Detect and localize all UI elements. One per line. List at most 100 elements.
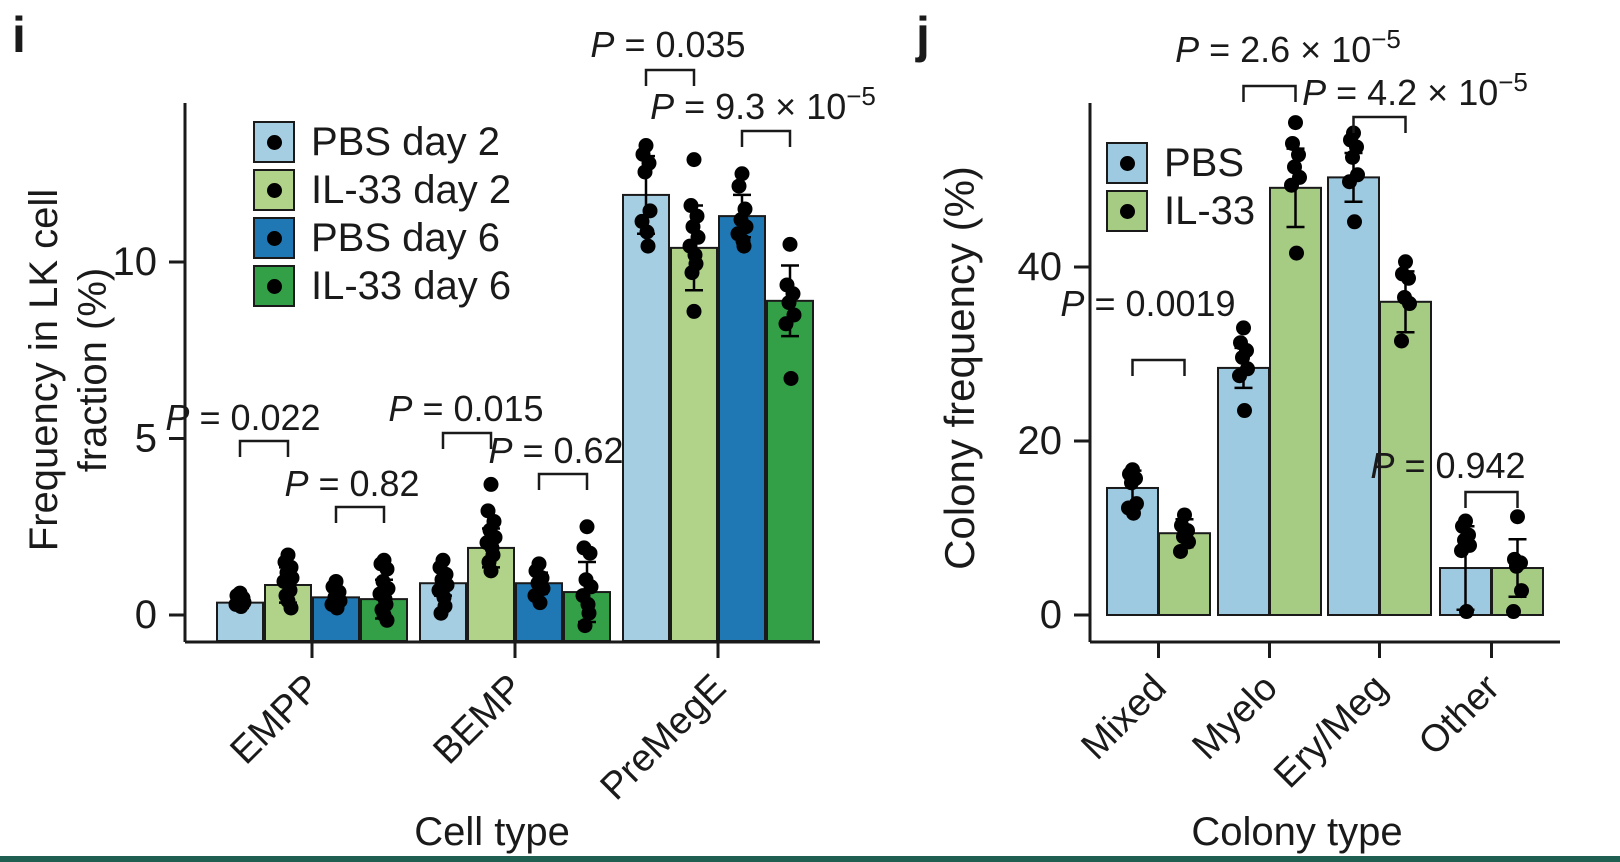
x-tick-label-Other: Other: [1411, 666, 1508, 763]
data-point-Myelo-IL-33: [1285, 135, 1300, 151]
p-value-label-Mixed: P = 0.0019: [1060, 283, 1235, 324]
data-point-Mixed-PBS: [1124, 475, 1139, 491]
legend-swatch-il33-day2: [253, 169, 295, 211]
data-point-PreMegE-IL-33 day 2: [684, 265, 700, 281]
p-value-label-EMPP: P = 0.82: [284, 463, 419, 504]
data-point-BEMP-IL-33 day 2: [483, 563, 499, 579]
data-point-Myelo-PBS: [1235, 349, 1250, 365]
legend-swatch-pbs-day6: [253, 217, 295, 259]
significance-bracket-Mixed: [1131, 358, 1186, 376]
significance-bracket-EMPP: [334, 505, 386, 523]
p-value-label-Ery/Meg: P = 4.2 × 10−5: [1302, 67, 1528, 113]
bar-Ery/Meg-IL-33: [1379, 300, 1432, 616]
significance-bracket-Other: [1464, 490, 1519, 508]
data-point-Other-IL-33: [1506, 604, 1521, 620]
data-point-PreMegE-IL-33 day 2: [686, 303, 702, 319]
x-tick-label-Ery/Meg: Ery/Meg: [1266, 667, 1396, 797]
data-point-PreMegE-IL-33 day 6: [783, 370, 799, 386]
y-axis-title-j: Colony frequency (%): [936, 88, 988, 648]
legend-panel-i: PBS day 2 IL-33 day 2 PBS day 6 IL-33 da…: [253, 118, 511, 310]
y-tick-label-0: 0: [135, 593, 157, 637]
data-point-Ery/Meg-IL-33: [1394, 333, 1409, 349]
legend-dot-icon: [266, 230, 282, 246]
data-point-BEMP-IL-33 day 6: [577, 618, 593, 634]
data-point-BEMP-IL-33 day 6: [579, 519, 595, 535]
significance-bracket-Ery/Meg: [1352, 115, 1407, 133]
data-point-PreMegE-PBS day 2: [639, 224, 655, 240]
y-axis-title-i-line2: fraction (%): [70, 267, 115, 473]
x-tick-label-Myelo: Myelo: [1184, 667, 1285, 768]
data-point-Other-IL-33: [1510, 509, 1525, 525]
data-point-Mixed-IL-33: [1173, 543, 1188, 559]
data-point-BEMP-IL-33 day 2: [483, 476, 499, 492]
data-point-EMPP-PBS day 6: [329, 600, 345, 616]
x-tick-label-BEMP: BEMP: [426, 667, 532, 773]
p-value-label-EMPP: P = 0.022: [165, 397, 320, 438]
data-point-PreMegE-IL-33 day 6: [778, 316, 794, 332]
y-tick-label-0: 0: [1040, 593, 1062, 637]
legend-item-il33-day6: IL-33 day 6: [253, 262, 511, 310]
y-tick-label-5: 5: [135, 417, 157, 461]
legend-label-pbs-day2: PBS day 2: [311, 119, 501, 164]
data-point-PreMegE-PBS day 6: [736, 238, 752, 254]
legend-swatch-pbs: [1106, 142, 1148, 184]
data-point-Ery/Meg-PBS: [1347, 214, 1362, 230]
legend-item-il33-day2: IL-33 day 2: [253, 166, 511, 214]
legend-label-il33-day2: IL-33 day 2: [311, 167, 512, 212]
data-point-PreMegE-PBS day 2: [637, 164, 653, 180]
legend-panel-j: PBS IL-33: [1106, 139, 1255, 235]
legend-dot-icon: [266, 182, 282, 198]
x-axis-title-i: Cell type: [414, 810, 570, 854]
data-point-PreMegE-IL-33 day 6: [782, 236, 798, 252]
significance-bracket-Myelo: [1242, 84, 1297, 102]
legend-dot-icon: [266, 134, 282, 150]
bar-PreMegE-IL-33 day 6: [766, 299, 814, 642]
data-point-Myelo-PBS: [1232, 368, 1247, 384]
p-value-label-PreMegE: P = 0.035: [590, 24, 745, 65]
data-point-PreMegE-PBS day 2: [640, 238, 656, 254]
data-point-Myelo-PBS: [1237, 403, 1252, 419]
bar-PreMegE-PBS day 6: [718, 215, 766, 643]
y-tick-label-40: 40: [1018, 245, 1063, 289]
data-point-Other-PBS: [1454, 543, 1469, 559]
p-value-label-BEMP: P = 0.015: [388, 388, 543, 429]
legend-item-pbs: PBS: [1106, 139, 1255, 187]
significance-bracket-BEMP: [537, 472, 589, 490]
data-point-EMPP-IL-33 day 6: [379, 612, 395, 628]
y-tick-label-10: 10: [113, 240, 158, 284]
data-point-PreMegE-PBS day 2: [642, 203, 658, 219]
significance-bracket-PreMegE: [740, 129, 792, 147]
data-point-PreMegE-IL-33 day 6: [781, 295, 797, 311]
significance-bracket-EMPP: [238, 439, 290, 457]
x-tick-label-Mixed: Mixed: [1073, 667, 1174, 768]
bar-BEMP-IL-33 day 2: [467, 546, 515, 642]
data-point-Ery/Meg-IL-33: [1402, 296, 1417, 312]
data-point-Myelo-PBS: [1236, 320, 1251, 336]
data-point-PreMegE-IL-33 day 2: [686, 152, 702, 168]
data-point-PreMegE-PBS day 6: [731, 178, 747, 194]
legend-item-pbs-day2: PBS day 2: [253, 118, 511, 166]
x-tick-label-EMPP: EMPP: [223, 667, 329, 773]
legend-dot-icon: [266, 278, 282, 294]
legend-dot-icon: [1119, 155, 1135, 171]
data-point-Myelo-IL-33: [1288, 115, 1303, 131]
data-point-EMPP-IL-33 day 6: [379, 561, 395, 577]
page-bottom-border: [0, 856, 1620, 862]
data-point-Other-PBS: [1459, 604, 1474, 620]
data-point-Myelo-IL-33: [1291, 147, 1306, 163]
p-value-label-Myelo: P = 2.6 × 10−5: [1175, 24, 1401, 70]
data-point-Ery/Meg-IL-33: [1398, 254, 1413, 270]
data-point-BEMP-PBS day 2: [433, 605, 449, 621]
y-axis-title-i: Frequency in LK cell fraction (%): [20, 90, 124, 650]
data-point-Ery/Meg-PBS: [1345, 149, 1360, 165]
legend-item-il33: IL-33: [1106, 187, 1255, 235]
data-point-Mixed-PBS: [1126, 505, 1141, 521]
p-value-label-BEMP: P = 0.62: [488, 430, 623, 471]
legend-dot-icon: [1119, 203, 1135, 219]
panel-i-letter: i: [12, 7, 26, 63]
significance-bracket-BEMP: [441, 431, 493, 449]
y-axis-title-i-line1: Frequency in LK cell: [22, 188, 66, 552]
data-point-Ery/Meg-IL-33: [1401, 270, 1416, 286]
